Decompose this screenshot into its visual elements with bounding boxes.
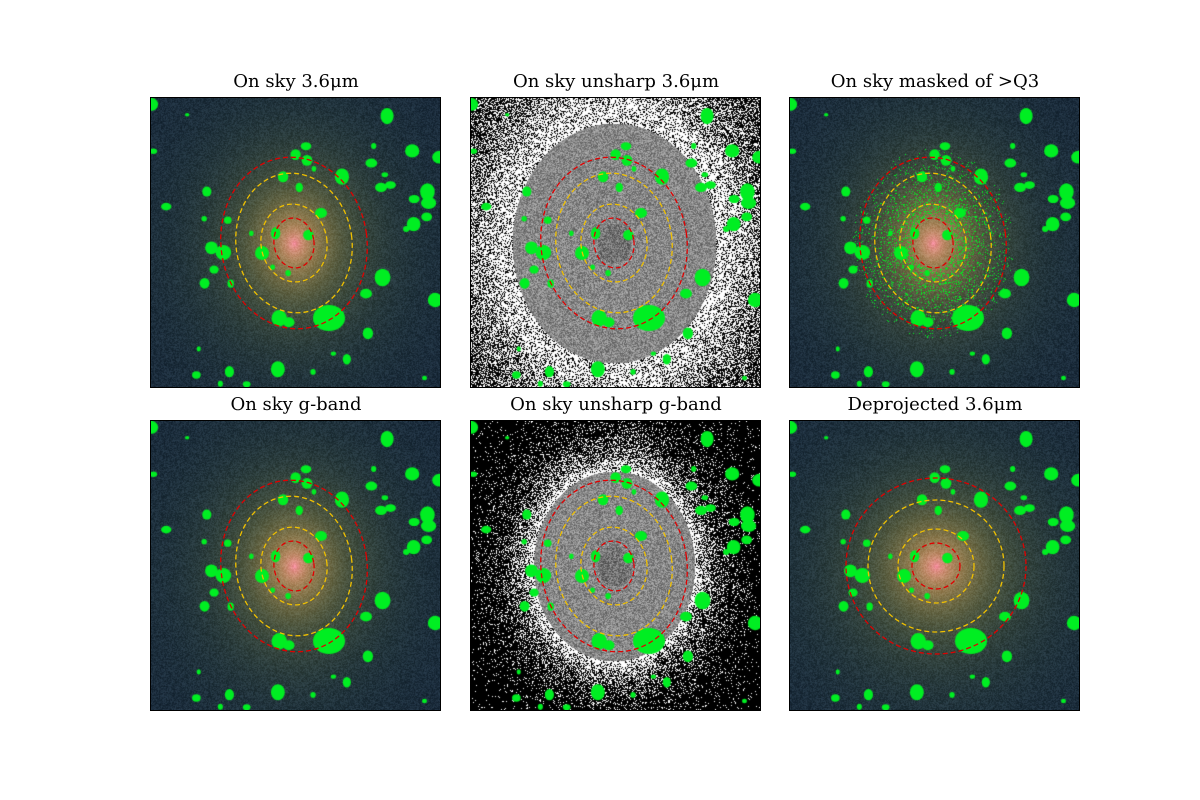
yellow-outer-ellipse (235, 172, 353, 314)
isophote-overlay (540, 479, 688, 653)
galaxy-image (790, 421, 1079, 710)
image-panel-masked-q3 (789, 97, 1080, 388)
isophote-overlay (859, 156, 1007, 330)
yellow-inner-ellipse (899, 203, 967, 283)
inner-ellipse (911, 542, 961, 590)
outer-ellipse (540, 479, 688, 653)
yellow-outer-ellipse (874, 172, 992, 314)
isophote-overlay (220, 479, 368, 653)
panel-title: Deprojected 3.6μm (847, 394, 1023, 415)
yellow-outer-ellipse (235, 495, 353, 637)
yellow-inner-ellipse (260, 203, 328, 283)
image-panel-deprojected (789, 420, 1080, 711)
panel-title: On sky masked of >Q3 (830, 71, 1040, 92)
yellow-outer-ellipse (867, 499, 1005, 633)
yellow-inner-ellipse (580, 526, 648, 606)
inner-ellipse (593, 217, 635, 269)
yellow-inner-ellipse (580, 203, 648, 283)
isophote-overlay (540, 156, 688, 330)
inner-ellipse (593, 540, 635, 592)
outer-ellipse (845, 477, 1027, 655)
galaxy-image (790, 98, 1079, 387)
panel-title: On sky unsharp 3.6μm (512, 71, 720, 92)
image-panel-unsharp-3.6 (470, 97, 761, 388)
outer-ellipse (220, 479, 368, 653)
outer-ellipse (220, 156, 368, 330)
yellow-inner-ellipse (260, 526, 328, 606)
galaxy-image (151, 421, 440, 710)
inner-ellipse (912, 217, 954, 269)
image-panel-onsky-gband (150, 420, 441, 711)
outer-ellipse (859, 156, 1007, 330)
panel-title: On sky 3.6μm (233, 71, 359, 92)
yellow-outer-ellipse (555, 172, 673, 314)
isophote-overlay (845, 477, 1027, 655)
galaxy-image (471, 421, 760, 710)
image-panel-unsharp-gband (470, 420, 761, 711)
yellow-outer-ellipse (555, 495, 673, 637)
isophote-overlay (220, 156, 368, 330)
galaxy-image (471, 98, 760, 387)
outer-ellipse (540, 156, 688, 330)
inner-ellipse (273, 540, 315, 592)
panel-title: On sky unsharp g-band (510, 394, 722, 415)
image-panel-onsky-3.6 (150, 97, 441, 388)
panel-title: On sky g-band (230, 394, 362, 415)
inner-ellipse (273, 217, 315, 269)
galaxy-image (151, 98, 440, 387)
yellow-inner-ellipse (897, 528, 975, 604)
